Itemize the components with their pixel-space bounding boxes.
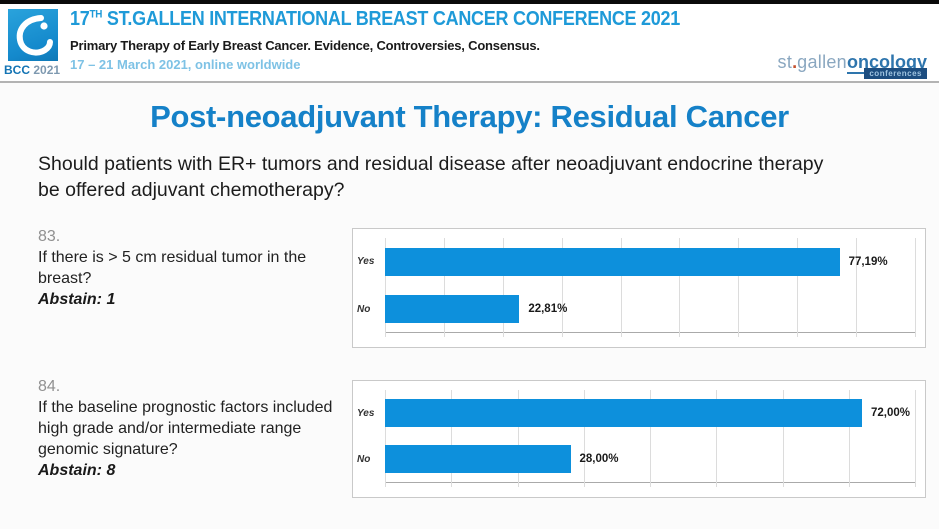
bar-value-yes: 77,19%	[848, 255, 888, 268]
bar-yes	[385, 247, 840, 276]
gridline	[679, 238, 681, 337]
category-label-no: No	[357, 454, 371, 466]
bar-row-yes: 72,00%	[385, 390, 915, 436]
gridline	[738, 238, 740, 337]
bar-rows: 72,00% 28,00%	[385, 390, 915, 482]
gridline	[782, 390, 784, 487]
bar-no	[385, 294, 520, 323]
bar-value-no: 22,81%	[528, 302, 568, 315]
bar-row-no: 28,00%	[385, 436, 915, 482]
bar-row-no: 22,81%	[385, 285, 915, 332]
question-83-abstain: Abstain: 1	[38, 291, 116, 309]
conference-title: 17TH ST.GALLEN INTERNATIONAL BREAST CANC…	[70, 8, 680, 30]
gridline	[716, 390, 718, 487]
bcc-logo-caption: BCC 2021	[4, 63, 74, 77]
question-text: Should patients with ER+ tumors and resi…	[38, 153, 824, 201]
gridline	[797, 238, 799, 337]
chart-83-plot-area: 77,19% 22,81%	[385, 238, 916, 337]
chart-84-plot-area: 72,00% 28,00%	[385, 390, 916, 487]
conference-subtitle: Primary Therapy of Early Breast Cancer. …	[70, 38, 540, 53]
bcc-label: BCC	[4, 63, 30, 77]
question-84-block: 84. If the baseline prognostic factors i…	[38, 376, 338, 482]
gridline	[848, 390, 850, 487]
question-84-number: 84.	[38, 378, 61, 395]
question-84-abstain: Abstain: 8	[38, 462, 116, 480]
question-83-number: 83.	[38, 228, 61, 245]
gridline	[517, 390, 519, 487]
conference-dates: 17 – 21 March 2021, online worldwide	[70, 57, 301, 72]
bcc-year: 2021	[33, 63, 61, 77]
category-label-yes: Yes	[357, 256, 375, 268]
question-83-bar-chart: Yes No 77,19% 22,81%	[352, 228, 926, 348]
gridline	[856, 238, 858, 337]
gridline	[385, 238, 386, 337]
brand-dot: .	[792, 52, 798, 72]
gridline	[650, 390, 651, 487]
question-83-text: If there is > 5 cm residual tumor in the…	[38, 249, 307, 288]
question-83-block: 83. If there is > 5 cm residual tumor in…	[38, 226, 338, 310]
gridline	[385, 390, 386, 487]
question-84-text: If the baseline prognostic factors inclu…	[38, 399, 333, 459]
gridline	[583, 390, 585, 487]
category-label-no: No	[357, 303, 371, 315]
letterbox-top-bar	[0, 0, 939, 4]
conferences-badge: conferences	[864, 68, 927, 79]
category-label-yes: Yes	[357, 407, 375, 419]
conference-header: BCC 2021 17TH ST.GALLEN INTERNATIONAL BR…	[0, 4, 939, 82]
bar-yes	[385, 399, 862, 427]
bar-no	[385, 445, 571, 473]
chart-83-category-axis: Yes No	[357, 238, 385, 333]
question-84-bar-chart: Yes No 72,00% 28,00%	[352, 380, 926, 498]
bcc-logo	[8, 9, 58, 61]
stgallen-oncology-logo: st.gallenoncology	[777, 52, 927, 74]
bar-row-yes: 77,19%	[385, 238, 915, 285]
header-divider	[0, 81, 939, 83]
gridline	[451, 390, 453, 487]
gridline	[915, 390, 916, 487]
gridline	[620, 238, 622, 337]
chart-84-category-axis: Yes No	[357, 390, 385, 483]
bar-value-yes: 72,00%	[871, 407, 911, 419]
slide-title: Post-neoadjuvant Therapy: Residual Cance…	[150, 99, 789, 134]
bar-rows: 77,19% 22,81%	[385, 238, 915, 332]
gridline	[443, 238, 445, 337]
gridline	[915, 238, 916, 337]
bar-value-no: 28,00%	[579, 453, 619, 465]
gridline	[561, 238, 563, 337]
bcc-logo-drop-icon	[16, 15, 53, 56]
gridline	[502, 238, 504, 337]
